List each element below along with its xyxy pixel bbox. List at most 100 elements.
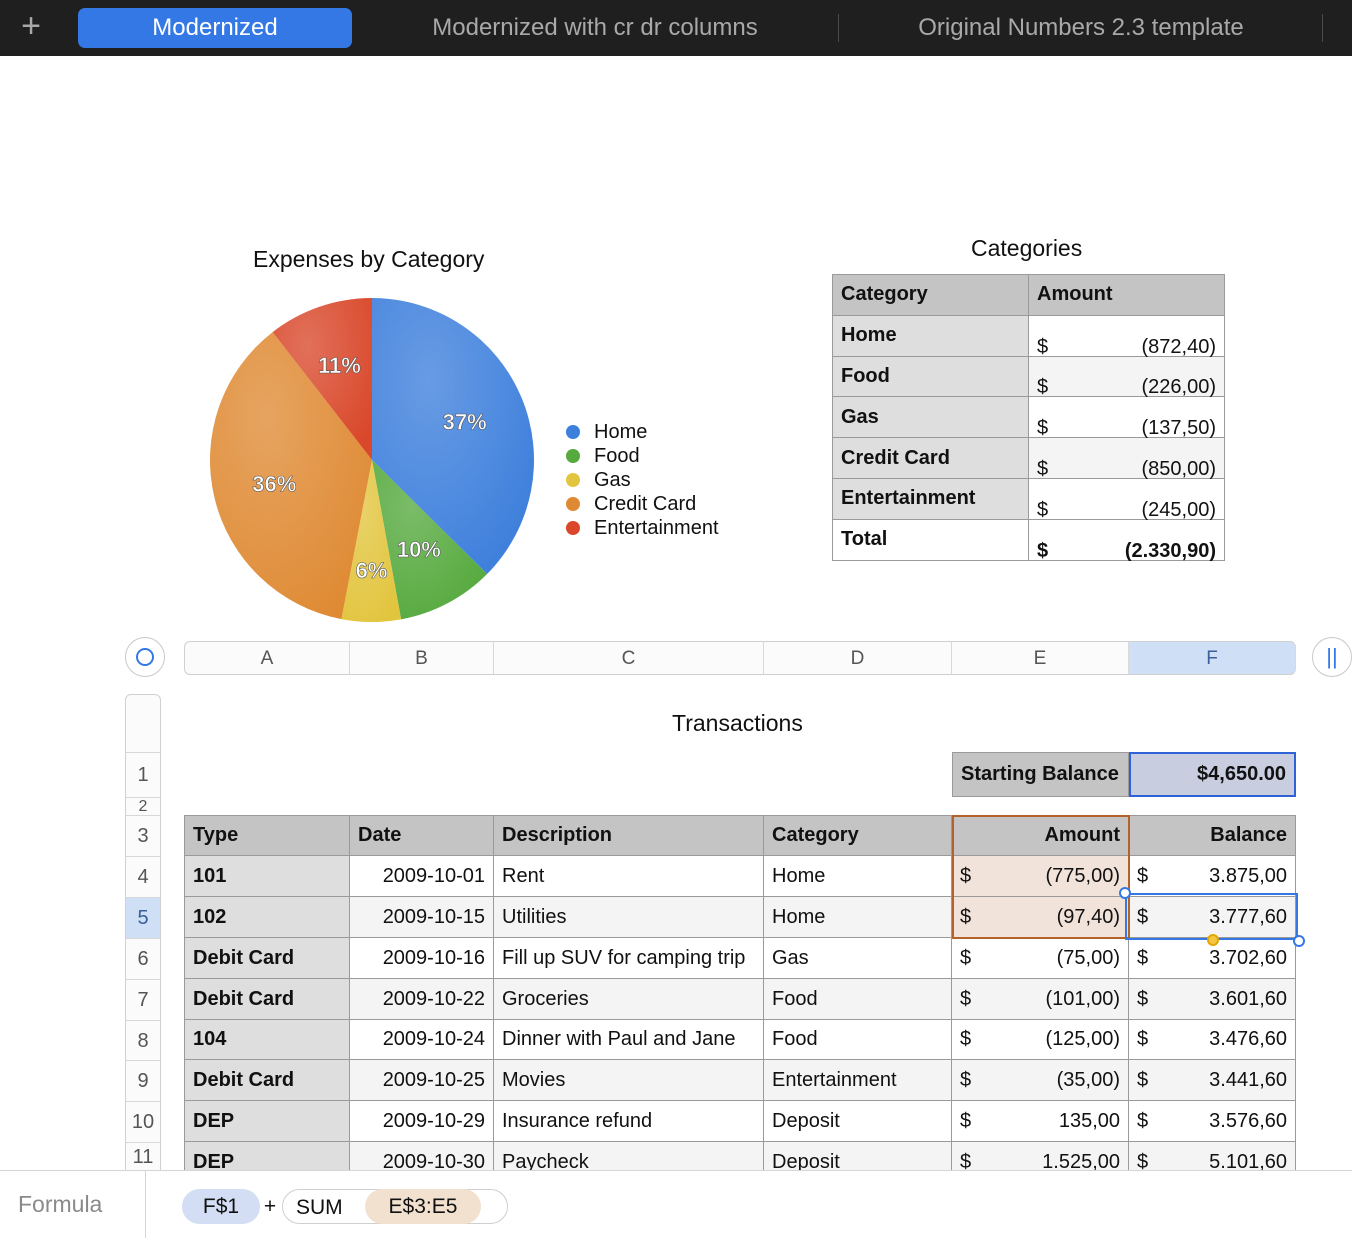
balance-cell[interactable]: $3.601,60 (1129, 979, 1296, 1020)
starting-balance-value[interactable]: $4,650.00 (1129, 752, 1296, 797)
amount-header[interactable]: Amount (1028, 274, 1225, 316)
category-cell[interactable]: Home (764, 856, 952, 897)
amount-cell[interactable]: $ (245,00) (1028, 477, 1225, 521)
header-category[interactable]: Category (764, 815, 952, 856)
date-cell[interactable]: 2009-10-25 (350, 1060, 494, 1101)
balance-cell[interactable]: $3.476,60 (1129, 1020, 1296, 1060)
description-cell[interactable]: Groceries (494, 979, 764, 1020)
column-header-d[interactable]: D (764, 641, 952, 675)
starting-balance-label[interactable]: Starting Balance (952, 752, 1129, 797)
column-header-a[interactable]: A (184, 641, 350, 675)
category-cell[interactable]: Entertainment (832, 477, 1029, 520)
amount-cell[interactable]: $ (775,00) (952, 856, 1129, 897)
row-header-2[interactable]: 2 (126, 797, 160, 815)
header-amount[interactable]: Amount (952, 815, 1129, 856)
freeze-columns-button[interactable]: || (1312, 637, 1352, 677)
balance-cell[interactable]: $3.441,60 (1129, 1060, 1296, 1101)
date-cell[interactable]: 2009-10-22 (350, 979, 494, 1020)
amount-cell[interactable]: $ (137,50) (1028, 396, 1225, 439)
amount-cell[interactable]: $ (35,00) (952, 1060, 1129, 1101)
pie-slice-home[interactable] (372, 298, 535, 575)
category-cell[interactable]: Entertainment (764, 1060, 952, 1101)
balance-cell[interactable]: $3.875,00 (1129, 856, 1296, 897)
total-amount-cell[interactable]: $ (2.330,90) (1028, 518, 1225, 562)
category-cell[interactable]: Gas (832, 396, 1029, 439)
category-cell[interactable]: Home (832, 314, 1029, 357)
row-header-10[interactable]: 10 (126, 1101, 160, 1142)
balance-cell[interactable]: $3.777,60 (1129, 897, 1296, 938)
row-header-1[interactable]: 1 (126, 752, 160, 797)
selection-handle-bottom-right[interactable] (1293, 935, 1305, 947)
amount-cell[interactable]: $ (97,40) (952, 897, 1129, 938)
category-cell[interactable]: Food (764, 979, 952, 1020)
cell-text: $ (960, 905, 972, 928)
balance-cell[interactable]: $3.702,60 (1129, 938, 1296, 979)
type-cell[interactable]: 101 (184, 856, 350, 897)
category-cell[interactable]: Deposit (764, 1101, 952, 1142)
date-cell[interactable]: 2009-10-15 (350, 897, 494, 938)
pie-slice-credit-card[interactable] (209, 332, 372, 620)
total-label-cell[interactable]: Total (832, 518, 1029, 561)
amount-cell[interactable]: $ (872,40) (1028, 314, 1225, 358)
description-cell[interactable]: Dinner with Paul and Jane (494, 1020, 764, 1060)
row-header-3[interactable]: 3 (126, 815, 160, 856)
type-cell[interactable]: DEP (184, 1101, 350, 1142)
row-header-4[interactable]: 4 (126, 856, 160, 897)
amount-cell[interactable]: $ (226,00) (1028, 355, 1225, 398)
header-type[interactable]: Type (184, 815, 350, 856)
categories-table[interactable]: Category Amount Home $ (872,40) Food $ (22… (832, 274, 1225, 562)
header-description[interactable]: Description (494, 815, 764, 856)
header-date[interactable]: Date (350, 815, 494, 856)
sheet-tab-modernized[interactable]: Modernized (78, 8, 352, 48)
amount-cell[interactable]: $ (850,00) (1028, 437, 1225, 480)
date-cell[interactable]: 2009-10-16 (350, 938, 494, 979)
formula-token-reference[interactable]: F$1 (182, 1189, 260, 1224)
description-cell[interactable]: Utilities (494, 897, 764, 938)
type-cell[interactable]: 102 (184, 897, 350, 938)
column-header-f[interactable]: F (1129, 641, 1296, 675)
sheet-tab-modernized-cr-dr[interactable]: Modernized with cr dr columns (432, 14, 758, 41)
category-cell[interactable]: Home (764, 897, 952, 938)
pie-slice-entertainment[interactable] (272, 298, 372, 460)
amount-cell[interactable]: $ (101,00) (952, 979, 1129, 1020)
column-header-e[interactable]: E (952, 641, 1129, 675)
add-sheet-button[interactable]: + (0, 0, 62, 56)
type-cell[interactable]: Debit Card (184, 938, 350, 979)
pie-slice-gas[interactable] (341, 460, 402, 622)
category-cell[interactable]: Gas (764, 938, 952, 979)
description-cell[interactable]: Fill up SUV for camping trip (494, 938, 764, 979)
description-cell[interactable]: Insurance refund (494, 1101, 764, 1142)
column-header-c[interactable]: C (494, 641, 764, 675)
description-cell[interactable]: Rent (494, 856, 764, 897)
row-header-6[interactable]: 6 (126, 938, 160, 979)
cell-text: $ (1137, 946, 1149, 969)
autofill-handle[interactable] (1206, 934, 1219, 946)
type-cell[interactable]: Debit Card (184, 1060, 350, 1101)
amount-cell[interactable]: $135,00 (952, 1101, 1129, 1142)
date-cell[interactable]: 2009-10-01 (350, 856, 494, 897)
amount-cell[interactable]: $ (75,00) (952, 938, 1129, 979)
row-header-9[interactable]: 9 (126, 1060, 160, 1101)
date-cell[interactable]: 2009-10-24 (350, 1020, 494, 1060)
header-balance[interactable]: Balance (1129, 815, 1296, 856)
row-header-7[interactable]: 7 (126, 979, 160, 1020)
row-header-11[interactable]: 11 (126, 1142, 160, 1170)
type-cell[interactable]: Debit Card (184, 979, 350, 1020)
row-header-5[interactable]: 5 (126, 897, 160, 938)
date-cell[interactable]: 2009-10-29 (350, 1101, 494, 1142)
selection-handle-top-left[interactable] (1119, 887, 1131, 899)
row-header-8[interactable]: 8 (126, 1020, 160, 1060)
category-cell[interactable]: Credit Card (832, 437, 1029, 479)
sheet-tab-original-template[interactable]: Original Numbers 2.3 template (918, 14, 1244, 41)
category-cell[interactable]: Food (832, 355, 1029, 398)
description-cell[interactable]: Movies (494, 1060, 764, 1101)
category-header[interactable]: Category (832, 274, 1029, 316)
category-cell[interactable]: Food (764, 1020, 952, 1060)
amount-cell[interactable]: $ (125,00) (952, 1020, 1129, 1060)
type-cell[interactable]: 104 (184, 1020, 350, 1060)
select-table-button[interactable] (125, 637, 165, 677)
column-header-b[interactable]: B (350, 641, 494, 675)
formula-token-range[interactable]: E$3:E5 (365, 1189, 481, 1224)
balance-cell[interactable]: $3.576,60 (1129, 1101, 1296, 1142)
pie-slice-food[interactable] (372, 460, 488, 620)
